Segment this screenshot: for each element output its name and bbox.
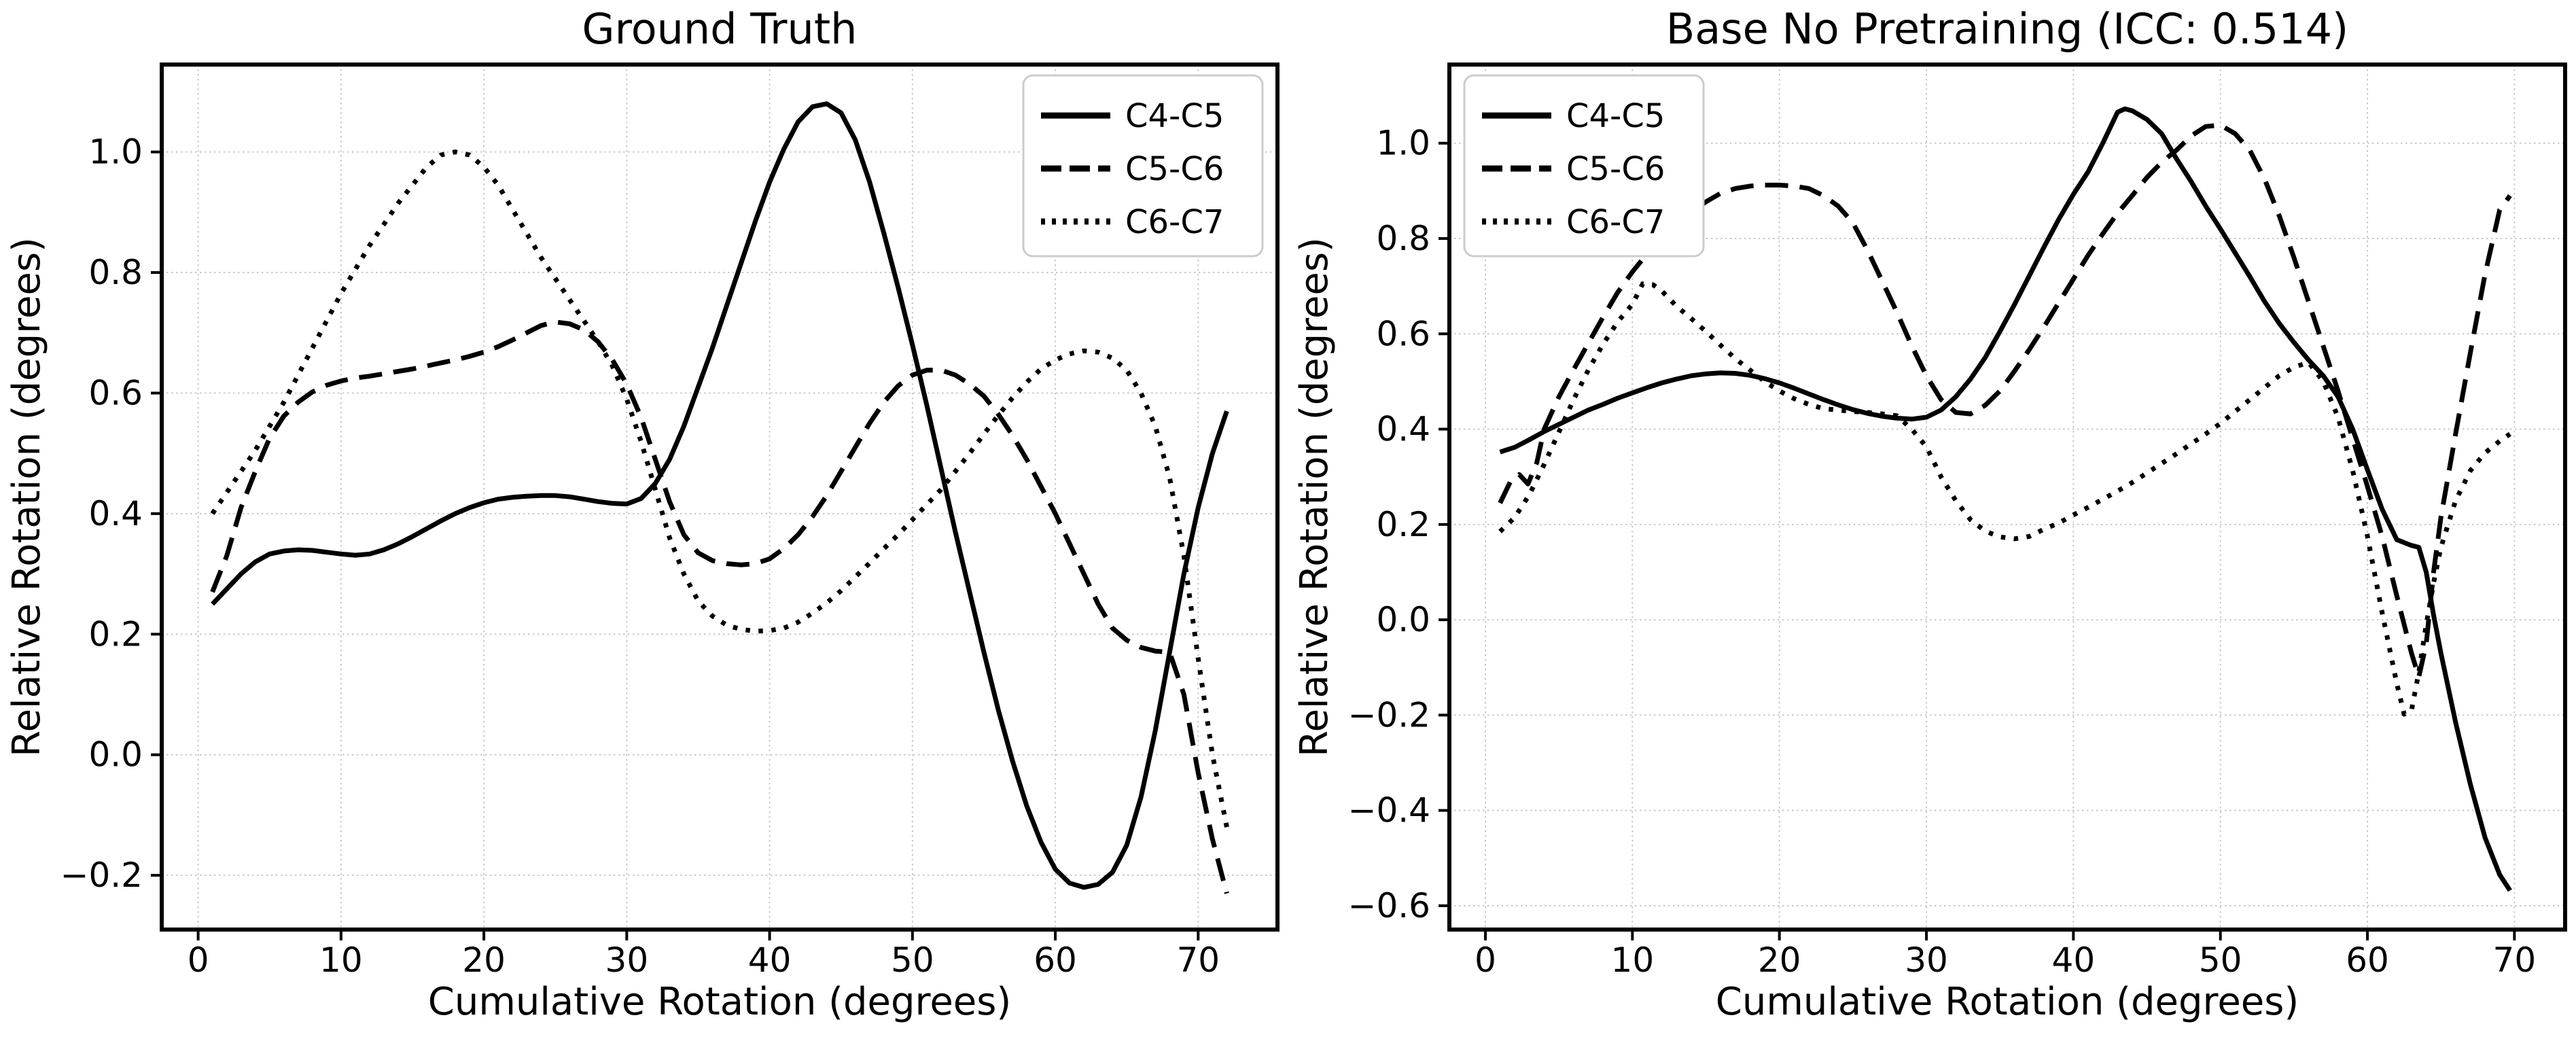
plot-area-base-no-pretraining: 0 10 20 30 40 50 60 70 1.0 0.8 0.6 0.4 0.2 0.0 −0.2 −0.… bbox=[1348, 63, 2567, 980]
legend: C4-C5 C5-C6 C6-C7 bbox=[1463, 74, 1705, 258]
y-tick-label: −0.2 bbox=[60, 855, 143, 895]
x-tick-label: 40 bbox=[748, 940, 792, 980]
y-tick-label: 0.8 bbox=[1376, 219, 1430, 258]
plot-frame bbox=[160, 63, 1280, 932]
y-tick-label: 0.2 bbox=[88, 614, 143, 654]
y-tick-label: 0.6 bbox=[88, 373, 143, 412]
plot-frame bbox=[1447, 63, 2567, 932]
plot-area-ground-truth: 0 10 20 30 40 50 60 70 1.0 0.8 0.6 0.4 0.2 0.0 −0.2 C4-… bbox=[60, 63, 1280, 980]
y-tick-label: 0.2 bbox=[1376, 505, 1430, 544]
y-tick-label: 1.0 bbox=[1376, 124, 1430, 163]
legend-label: C6-C7 bbox=[1125, 203, 1224, 241]
y-tick-label: 0.0 bbox=[88, 735, 143, 775]
y-tick-label: 0.6 bbox=[1376, 314, 1430, 353]
legend-label: C6-C7 bbox=[1566, 203, 1665, 241]
x-tick-label: 40 bbox=[2052, 940, 2096, 980]
x-tick-label: 60 bbox=[2346, 940, 2389, 980]
x-tick-label: 20 bbox=[462, 940, 506, 980]
series-line-c5-c6 bbox=[210, 319, 1229, 894]
panel-ground-truth: Ground Truth Relative Rotation (degrees)… bbox=[5, 4, 1280, 1024]
y-tick-label: −0.2 bbox=[1348, 695, 1430, 735]
y-tick-label: 0.0 bbox=[1376, 600, 1430, 639]
x-tick-label: 70 bbox=[1177, 940, 1220, 980]
legend-label: C5-C6 bbox=[1566, 150, 1665, 188]
y-tick-label: 0.4 bbox=[88, 494, 143, 533]
x-tick-label: 0 bbox=[1475, 940, 1496, 980]
y-tick-label: −0.6 bbox=[1348, 886, 1430, 925]
x-tick-label: 50 bbox=[2199, 940, 2242, 980]
x-tick-label: 0 bbox=[188, 940, 209, 980]
x-tick-label: 20 bbox=[1758, 940, 1801, 980]
x-axis-label: Cumulative Rotation (degrees) bbox=[1715, 980, 2299, 1024]
x-tick-label: 10 bbox=[1611, 940, 1655, 980]
axis-ticks: 0 10 20 30 40 50 60 70 1.0 0.8 0.6 0.4 0.2 0.0 −0.2 −0.… bbox=[1348, 124, 2537, 980]
y-tick-label: 0.8 bbox=[88, 253, 143, 292]
y-tick-label: −0.4 bbox=[1348, 791, 1430, 830]
x-tick-label: 50 bbox=[891, 940, 934, 980]
x-tick-label: 30 bbox=[1905, 940, 1948, 980]
axis-ticks: 0 10 20 30 40 50 60 70 1.0 0.8 0.6 0.4 0.2 0.0 −0.2 bbox=[60, 133, 1220, 980]
x-tick-label: 30 bbox=[605, 940, 649, 980]
y-tick-label: 0.4 bbox=[1376, 410, 1430, 449]
series-line-c4-c5 bbox=[1499, 106, 2512, 892]
legend-label: C4-C5 bbox=[1125, 97, 1224, 135]
x-tick-label: 70 bbox=[2493, 940, 2537, 980]
x-tick-label: 60 bbox=[1034, 940, 1077, 980]
x-tick-label: 10 bbox=[319, 940, 363, 980]
legend: C4-C5 C5-C6 C6-C7 bbox=[1022, 74, 1264, 258]
panel-base-no-pretraining: Base No Pretraining (ICC: 0.514) Relativ… bbox=[1288, 0, 2576, 1041]
chart-title: Base No Pretraining (ICC: 0.514) bbox=[1665, 4, 2349, 54]
legend-label: C5-C6 bbox=[1125, 150, 1224, 188]
series-line-c6-c7 bbox=[1498, 281, 2511, 717]
legend-label: C4-C5 bbox=[1566, 97, 1665, 135]
y-tick-label: 1.0 bbox=[88, 133, 143, 172]
x-axis-label: Cumulative Rotation (degrees) bbox=[427, 980, 1012, 1024]
series-line-c4-c5 bbox=[211, 101, 1229, 890]
chart-title: Ground Truth bbox=[582, 4, 858, 54]
